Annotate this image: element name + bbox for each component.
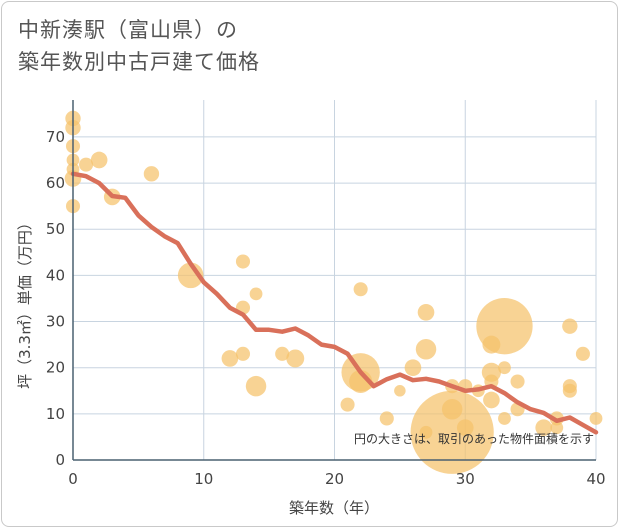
x-tick-label: 0: [68, 470, 78, 488]
data-bubble: [498, 361, 511, 375]
data-bubble: [498, 412, 511, 425]
data-bubble: [249, 287, 263, 301]
bubbles: [64, 110, 603, 474]
y-tick-label: 70: [46, 128, 65, 146]
y-tick-label: 0: [55, 451, 65, 469]
x-tick-label: 30: [456, 470, 475, 488]
axes: [72, 100, 596, 461]
data-bubble: [221, 350, 239, 367]
data-bubble: [143, 166, 160, 182]
data-bubble: [410, 390, 494, 474]
trend-line-group: [70, 171, 599, 435]
data-bubble: [379, 411, 394, 426]
data-bubble: [79, 157, 94, 172]
data-bubble: [482, 335, 501, 354]
data-bubble: [419, 425, 433, 439]
data-bubble: [589, 412, 603, 425]
y-tick-label: 20: [46, 359, 65, 377]
data-bubble: [562, 318, 578, 334]
data-bubble: [235, 254, 251, 269]
y-tick-label: 10: [46, 405, 65, 423]
data-bubble: [483, 391, 500, 409]
data-bubble: [535, 419, 553, 437]
y-tick-label: 60: [46, 174, 65, 192]
data-bubble: [550, 421, 564, 435]
x-tick-label: 20: [325, 470, 344, 488]
data-bubble: [415, 338, 437, 360]
data-bubble: [562, 383, 577, 398]
grid: [73, 100, 597, 460]
chart-title: 中新湊駅（富山県）の 築年数別中古戸建て価格: [18, 14, 260, 78]
data-bubble: [441, 398, 463, 420]
data-bubble: [575, 346, 590, 361]
data-bubble: [90, 151, 108, 169]
data-bubble: [417, 303, 435, 321]
x-axis-label: 築年数（年）: [289, 499, 379, 517]
x-tick-label: 40: [586, 470, 605, 488]
chart-title-line2: 築年数別中古戸建て価格: [18, 50, 260, 74]
data-bubble: [353, 282, 368, 297]
y-tick-label: 40: [46, 266, 65, 284]
data-bubble: [456, 419, 474, 437]
y-tick-label: 50: [46, 220, 65, 238]
data-bubble: [286, 349, 305, 368]
x-tick-label: 10: [194, 470, 213, 488]
y-tick-label: 30: [46, 313, 65, 331]
chart-title-line1: 中新湊駅（富山県）の: [18, 18, 238, 42]
data-bubble: [404, 359, 422, 377]
data-bubble: [245, 375, 267, 397]
tick-labels: 0 10 20 30 40 0 10 20 30 40 50 60 70: [46, 128, 606, 488]
y-axis-label: 坪（3.3㎡）単価（万円）: [16, 215, 34, 389]
data-bubble: [394, 385, 406, 397]
data-bubble: [235, 346, 251, 361]
data-bubble: [510, 374, 525, 389]
data-bubble: [275, 346, 290, 361]
size-note: 円の大きさは、取引のあった物件面積を示す: [354, 431, 594, 446]
trend-line: [70, 171, 599, 435]
data-bubble: [340, 397, 355, 412]
